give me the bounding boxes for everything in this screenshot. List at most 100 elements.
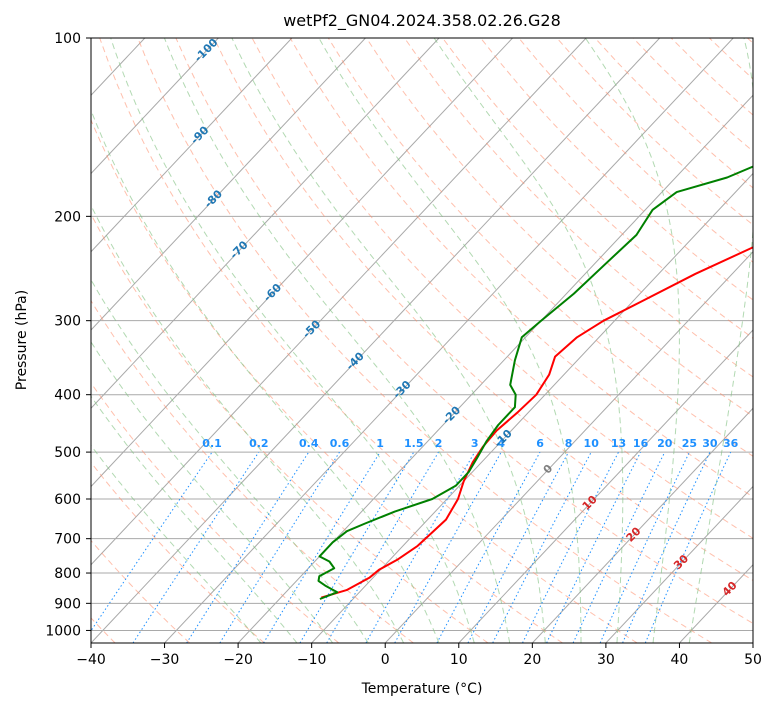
dry-adiabat-line	[480, 38, 753, 301]
x-tick-label: −30	[150, 652, 180, 668]
y-tick-label: 300	[54, 314, 81, 330]
mixing-ratio-label: 0.6	[330, 437, 350, 450]
y-tick-label: 200	[54, 209, 81, 225]
mixing-ratio-line	[644, 451, 732, 643]
mixing-ratio-line	[365, 451, 476, 643]
mixing-ratio-line	[326, 451, 439, 643]
mixing-ratio-line	[263, 451, 381, 643]
moist-adiabat-line	[110, 38, 475, 643]
mixing-ratio-line	[436, 451, 541, 643]
dry-adiabat-line	[404, 38, 753, 378]
dry-adiabat-line	[213, 38, 753, 582]
mixing-ratio-line	[622, 451, 711, 643]
isotherm-line	[384, 251, 753, 643]
x-tick-label: 0	[381, 652, 390, 668]
moist-adiabat-line	[433, 38, 624, 643]
mixing-ratio-label: 3	[471, 437, 479, 450]
y-tick-label: 800	[54, 566, 81, 582]
dry-adiabat-line	[91, 539, 191, 643]
mixing-ratio-line	[467, 451, 569, 643]
y-tick-label: 600	[54, 492, 81, 508]
dry-adiabat-line	[289, 38, 753, 498]
dry-adiabat-line	[670, 38, 753, 116]
x-axis: −40 −30 −20 −10 0 10 20 30 40 50	[76, 643, 762, 668]
mixing-ratio-label: 10	[584, 437, 600, 450]
mixing-ratio-label: 6	[536, 437, 544, 450]
moist-adiabat-line	[163, 38, 511, 643]
isotherm-line	[91, 38, 661, 643]
x-tick-label: 10	[450, 652, 468, 668]
x-tick-label: 40	[671, 652, 689, 668]
mixing-ratio-label: 0.2	[249, 437, 269, 450]
dry-adiabat-line	[137, 38, 713, 643]
dry-adiabat-line	[518, 38, 753, 263]
x-tick-label: 20	[523, 652, 541, 668]
isotherm-line	[679, 564, 753, 643]
x-tick-label: −40	[76, 652, 106, 668]
y-axis-label: Pressure (hPa)	[14, 290, 30, 390]
mixing-ratio-line	[219, 451, 340, 643]
mixing-ratio-label: 36	[723, 437, 739, 450]
mixing-ratio-line	[132, 451, 260, 643]
isopleth-labels: 0.1 0.2 0.4 0.6 1 1.5 2 3 4 6 8 10 13 16 20 25 30 36-100-…	[188, 38, 740, 599]
mixing-ratio-lines	[91, 451, 732, 643]
mixing-ratio-line	[522, 451, 619, 643]
isotherm-line	[91, 38, 587, 566]
chart-title: wetPf2_GN04.2024.358.02.26.G28	[283, 11, 561, 31]
dry-adiabat-line	[91, 299, 414, 643]
mixing-ratio-line	[546, 451, 642, 643]
mixing-ratio-label: 0.1	[202, 437, 222, 450]
mixing-ratio-line	[572, 451, 666, 643]
moist-adiabat-line	[91, 278, 369, 643]
isotherm-line	[311, 172, 753, 643]
mixing-ratio-label: 25	[682, 437, 697, 450]
dry-adiabat-line	[747, 38, 753, 44]
y-tick-label: 700	[54, 532, 81, 548]
mixing-ratio-label: 8	[565, 437, 573, 450]
isotherm-line	[91, 38, 440, 409]
y-axis: 100 200 300 400 500 600 700 800 900 1000	[45, 31, 91, 639]
moist-adiabat-line	[91, 204, 405, 643]
moist-adiabat-line	[91, 341, 334, 643]
isotherm-line	[237, 94, 753, 643]
mixing-ratio-line	[394, 451, 502, 643]
moist-adiabat-line	[318, 38, 582, 643]
temperature-line	[321, 246, 753, 599]
mixing-ratio-line	[599, 451, 690, 643]
moist-adiabat-line	[91, 395, 298, 643]
y-tick-label: 100	[54, 31, 81, 47]
mixing-ratio-label: 20	[657, 437, 673, 450]
x-axis-label: Temperature (°C)	[361, 681, 483, 697]
dry-adiabat-line	[91, 213, 489, 643]
mixing-ratio-label: 1	[376, 437, 384, 450]
mixing-ratio-label: 13	[611, 437, 626, 450]
mixing-ratio-label: 4	[497, 437, 505, 450]
dry-adiabat-line	[99, 38, 638, 643]
isotherm-line	[91, 38, 513, 488]
x-tick-label: −20	[223, 652, 253, 668]
x-tick-label: −10	[297, 652, 327, 668]
moist-adiabat-line	[584, 38, 680, 643]
x-tick-label: 30	[597, 652, 615, 668]
dry-adiabat-line	[327, 38, 753, 457]
isotherm-line	[91, 38, 366, 331]
y-tick-label: 500	[54, 445, 81, 461]
isotherm-line	[458, 329, 753, 643]
moist-adiabat-line	[231, 38, 546, 643]
dry-adiabat-line	[91, 461, 265, 643]
dry-adiabat-line	[365, 38, 753, 417]
y-tick-label: 400	[54, 388, 81, 404]
y-tick-label: 1000	[45, 623, 81, 639]
isotherm-line	[752, 642, 753, 643]
isotherm-line	[91, 38, 219, 175]
mixing-ratio-label: 30	[702, 437, 718, 450]
mixing-ratio-label: 0.4	[299, 437, 319, 450]
dry-adiabat-line	[251, 38, 753, 539]
x-tick-label: 50	[744, 652, 762, 668]
moist-adiabat-line	[688, 38, 753, 643]
y-tick-label: 900	[54, 596, 81, 612]
mixing-ratio-line	[91, 451, 213, 632]
isotherm-line	[531, 407, 753, 643]
dewpoint-line	[317, 165, 753, 600]
